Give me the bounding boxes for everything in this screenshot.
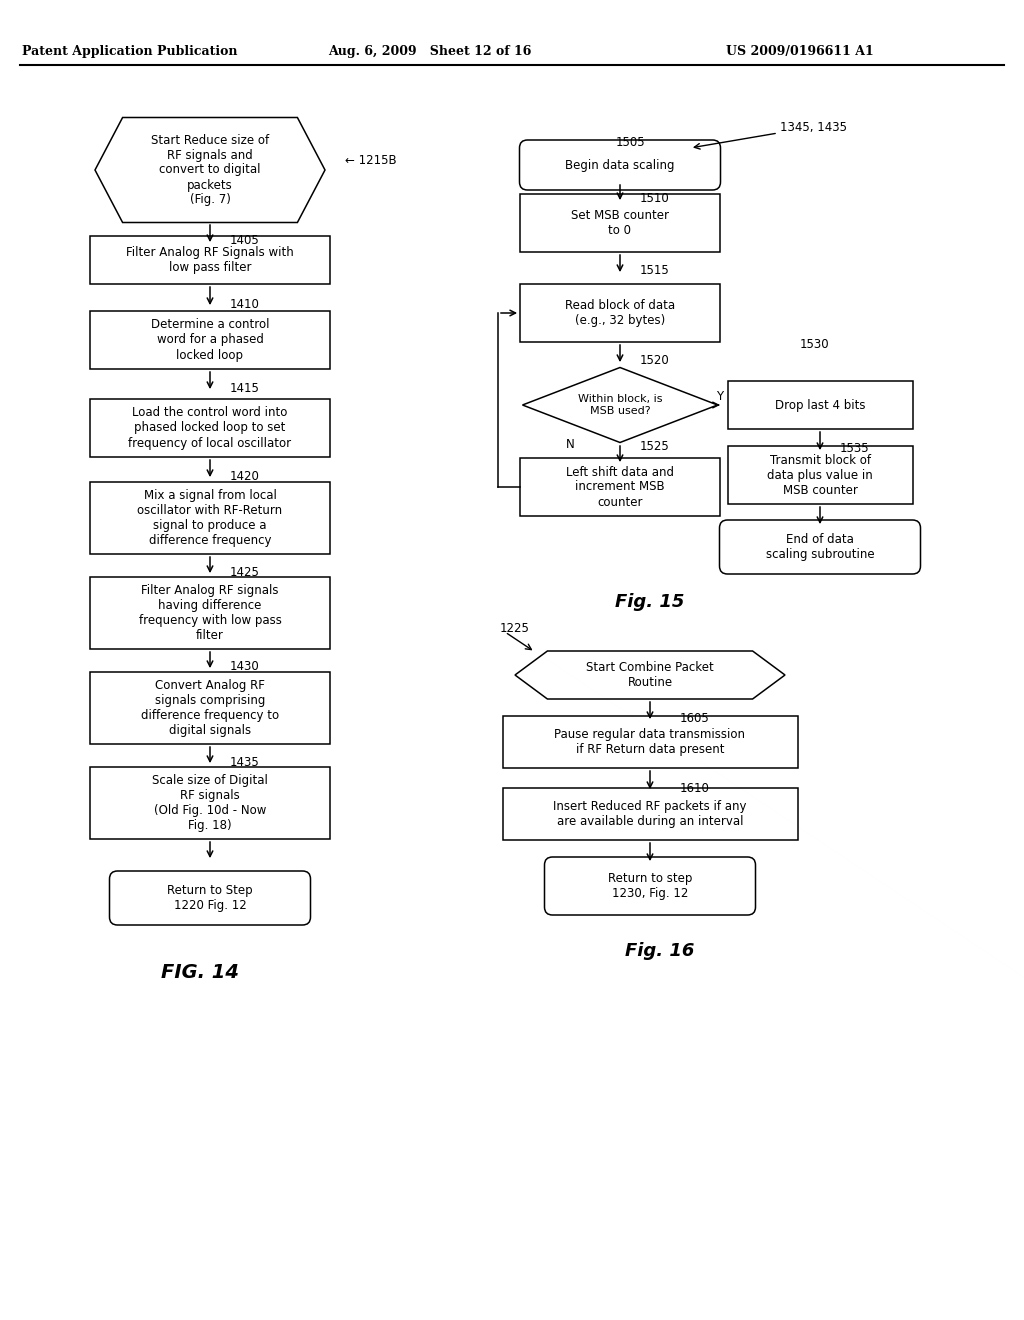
Text: 1345, 1435: 1345, 1435 [780, 121, 847, 135]
Text: Return to Step
1220 Fig. 12: Return to Step 1220 Fig. 12 [167, 884, 253, 912]
Text: 1530: 1530 [800, 338, 829, 351]
Text: Start Combine Packet
Routine: Start Combine Packet Routine [586, 661, 714, 689]
Bar [90, 672, 330, 744]
Text: FIG. 14: FIG. 14 [161, 964, 239, 982]
Text: Patent Application Publication: Patent Application Publication [23, 45, 238, 58]
Text: 1505: 1505 [615, 136, 645, 149]
Text: End of data
scaling subroutine: End of data scaling subroutine [766, 533, 874, 561]
Text: Insert Reduced RF packets if any
are available during an interval: Insert Reduced RF packets if any are ava… [553, 800, 746, 828]
Bar [90, 482, 330, 554]
Text: Mix a signal from local
oscillator with RF-Return
signal to produce a
difference: Mix a signal from local oscillator with … [137, 488, 283, 546]
Text: 1420: 1420 [230, 470, 260, 483]
Text: ← 1215B: ← 1215B [345, 153, 396, 166]
Text: Pause regular data transmission
if RF Return data present: Pause regular data transmission if RF Re… [555, 729, 745, 756]
Text: 1225: 1225 [500, 623, 530, 635]
Text: Fig. 16: Fig. 16 [626, 942, 694, 960]
Text: Determine a control
word for a phased
locked loop: Determine a control word for a phased lo… [151, 318, 269, 362]
Text: Return to step
1230, Fig. 12: Return to step 1230, Fig. 12 [608, 873, 692, 900]
Polygon shape [522, 367, 718, 442]
Bar [727, 446, 912, 504]
Text: Drop last 4 bits: Drop last 4 bits [775, 399, 865, 412]
Bar [520, 284, 720, 342]
Text: Load the control word into
phased locked loop to set
frequency of local oscillat: Load the control word into phased locked… [128, 407, 292, 450]
Text: Filter Analog RF Signals with
low pass filter: Filter Analog RF Signals with low pass f… [126, 246, 294, 275]
Text: Read block of data
(e.g., 32 bytes): Read block of data (e.g., 32 bytes) [565, 300, 675, 327]
Bar [90, 399, 330, 457]
Bar [503, 715, 798, 768]
Text: 1405: 1405 [230, 234, 260, 247]
Text: 1435: 1435 [230, 755, 260, 768]
Bar [90, 577, 330, 649]
Text: Filter Analog RF signals
having difference
frequency with low pass
filter: Filter Analog RF signals having differen… [138, 583, 282, 642]
Text: Y: Y [717, 391, 724, 404]
Text: Fig. 15: Fig. 15 [615, 593, 685, 611]
Text: 1415: 1415 [230, 381, 260, 395]
Text: 1535: 1535 [840, 442, 869, 455]
Text: 1430: 1430 [230, 660, 260, 673]
Text: 1425: 1425 [230, 565, 260, 578]
Text: 1510: 1510 [640, 193, 670, 206]
Text: Set MSB counter
to 0: Set MSB counter to 0 [571, 209, 669, 238]
Text: 1605: 1605 [680, 711, 710, 725]
Bar [520, 458, 720, 516]
Text: Transmit block of
data plus value in
MSB counter: Transmit block of data plus value in MSB… [767, 454, 872, 496]
Text: Scale size of Digital
RF signals
(Old Fig. 10d - Now
Fig. 18): Scale size of Digital RF signals (Old Fi… [152, 774, 268, 832]
Polygon shape [515, 651, 785, 700]
Text: US 2009/0196611 A1: US 2009/0196611 A1 [726, 45, 873, 58]
Bar [90, 767, 330, 840]
Text: Left shift data and
increment MSB
counter: Left shift data and increment MSB counte… [566, 466, 674, 508]
Bar [520, 194, 720, 252]
Bar [503, 788, 798, 840]
Text: Within block, is
MSB used?: Within block, is MSB used? [578, 395, 663, 416]
FancyBboxPatch shape [545, 857, 756, 915]
Text: N: N [565, 438, 574, 451]
Polygon shape [95, 117, 325, 223]
Text: 1515: 1515 [640, 264, 670, 277]
Text: Aug. 6, 2009   Sheet 12 of 16: Aug. 6, 2009 Sheet 12 of 16 [329, 45, 531, 58]
Text: 1410: 1410 [230, 297, 260, 310]
Bar [90, 312, 330, 370]
Text: Start Reduce size of
RF signals and
convert to digital
packets
(Fig. 7): Start Reduce size of RF signals and conv… [151, 133, 269, 206]
Bar [727, 381, 912, 429]
Text: Begin data scaling: Begin data scaling [565, 158, 675, 172]
Text: 1520: 1520 [640, 355, 670, 367]
Bar [90, 236, 330, 284]
Text: Convert Analog RF
signals comprising
difference frequency to
digital signals: Convert Analog RF signals comprising dif… [141, 678, 280, 737]
Text: 1525: 1525 [640, 441, 670, 454]
FancyBboxPatch shape [720, 520, 921, 574]
FancyBboxPatch shape [110, 871, 310, 925]
FancyBboxPatch shape [519, 140, 721, 190]
Text: 1610: 1610 [680, 781, 710, 795]
